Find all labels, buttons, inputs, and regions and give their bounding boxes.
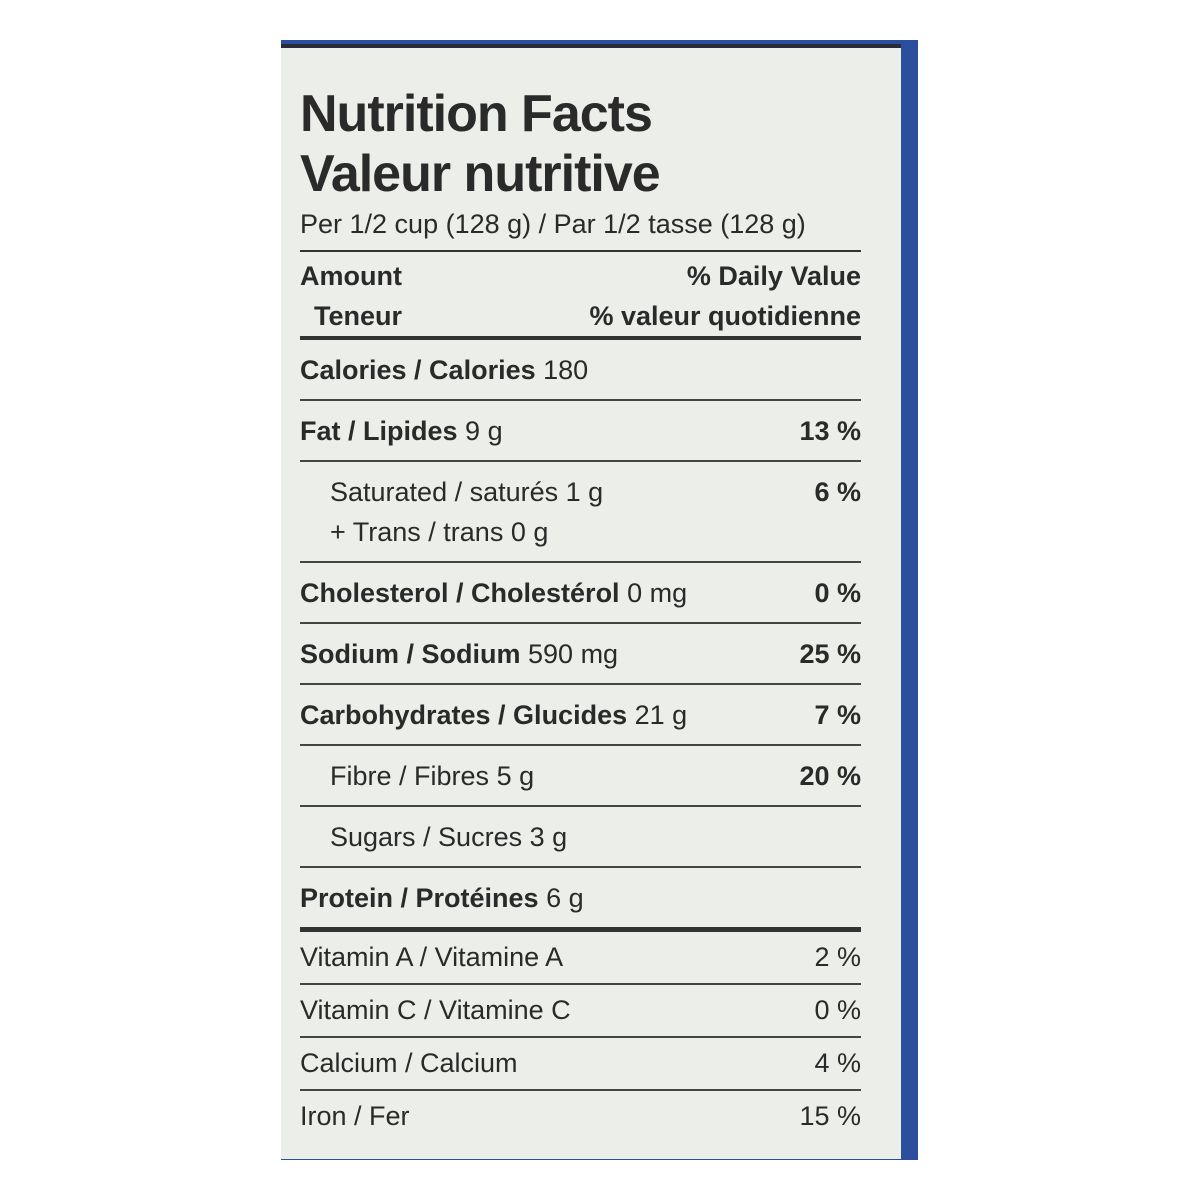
daily-value: 0 % — [814, 578, 861, 608]
row-line: + Trans / trans 0 g — [330, 512, 861, 552]
nutrient-amount: 590 mg — [528, 639, 619, 669]
vitamin-name: Iron / Fer — [300, 1101, 410, 1131]
row-left: Saturated / saturés 1 g — [330, 472, 603, 512]
amount-fr: Teneur — [313, 301, 402, 331]
nutrient-name: Saturated / saturés — [330, 477, 559, 507]
row-line: Cholesterol / Cholestérol 0 mg 0 % — [300, 573, 861, 613]
row: Fat / Lipides 9 g 13 % — [300, 401, 861, 462]
vitamin-name: Calcium / Calcium — [300, 1048, 518, 1078]
nutrient-amount: 6 g — [546, 883, 584, 913]
daily-value: 13 % — [799, 416, 861, 446]
daily-value: 6 % — [814, 477, 861, 507]
nutrient-name: Sodium / Sodium — [300, 639, 521, 669]
nutrient-amount: 0 g — [510, 517, 549, 547]
daily-value: 25 % — [799, 639, 861, 669]
row-line: Protein / Protéines 6 g — [300, 878, 861, 918]
nutrient-amount: 9 g — [465, 416, 503, 446]
daily-value: 20 % — [799, 761, 861, 791]
row-left: Sodium / Sodium 590 mg — [300, 634, 618, 674]
nutrient-name: Protein / Protéines — [300, 883, 539, 913]
rows: Calories / Calories 180 Fat / Lipides 9 g… — [300, 340, 861, 932]
daily-value: 7 % — [814, 700, 861, 730]
nutrient-amount: 21 g — [634, 700, 688, 730]
row-line: Calories / Calories 180 — [300, 350, 861, 390]
title-fr: Valeur nutritive — [300, 145, 661, 203]
vitamin-row: Iron / Fer 15 % — [300, 1091, 861, 1142]
row: Protein / Protéines 6 g — [300, 868, 861, 932]
row-left: Sugars / Sucres 3 g — [330, 817, 567, 857]
amount-header: Amount Teneur — [300, 256, 402, 336]
sub-row: Fibre / Fibres 5 g 20 % — [300, 746, 861, 807]
vitamin-dv: 2 % — [814, 942, 861, 972]
row-left: Carbohydrates / Glucides 21 g — [300, 695, 687, 735]
row-left: Protein / Protéines 6 g — [300, 878, 584, 918]
row-left: Fibre / Fibres 5 g — [330, 756, 534, 796]
nutrient-name: Fat / Lipides — [300, 416, 458, 446]
dv-header: % Daily Value % valeur quotidienne — [589, 256, 861, 336]
row-left: Cholesterol / Cholestérol 0 mg — [300, 573, 687, 613]
label-content: Nutrition Facts Valeur nutritive Per 1/2… — [300, 84, 861, 1142]
row-line: Sodium / Sodium 590 mg 25 % — [300, 634, 861, 674]
sub-row: Sugars / Sucres 3 g — [300, 807, 861, 868]
title: Nutrition Facts — [300, 85, 653, 143]
vitamin-name: Vitamin C / Vitamine C — [300, 995, 571, 1025]
row-left: Fat / Lipides 9 g — [300, 411, 503, 451]
nutrient-amount: 180 — [543, 355, 589, 385]
vitamin-row: Vitamin C / Vitamine C 0 % — [300, 985, 861, 1038]
vitamin-name: Vitamin A / Vitamine A — [300, 942, 564, 972]
nutrient-name: Cholesterol / Cholestérol — [300, 578, 620, 608]
nutrient-name: + Trans / trans — [330, 517, 504, 547]
nutrition-label: Nutrition Facts Valeur nutritive Per 1/2… — [281, 44, 901, 1159]
nutrient-name: Sugars / Sucres — [330, 822, 523, 852]
row-line: Saturated / saturés 1 g 6 % — [330, 472, 861, 512]
dv-en: % Daily Value — [686, 261, 861, 291]
vitamins: Vitamin A / Vitamine A 2 % Vitamin C / Vit… — [300, 932, 861, 1142]
serving: Per 1/2 cup (128 g) / Par 1/2 tasse (128… — [300, 204, 861, 252]
row-left: Calories / Calories 180 — [300, 350, 588, 390]
nutrient-name: Carbohydrates / Glucides — [300, 700, 628, 730]
row: Sodium / Sodium 590 mg 25 % — [300, 624, 861, 685]
row: Calories / Calories 180 — [300, 340, 861, 401]
vitamin-dv: 15 % — [799, 1101, 861, 1131]
vitamin-row: Vitamin A / Vitamine A 2 % — [300, 932, 861, 985]
vitamin-row: Calcium / Calcium 4 % — [300, 1038, 861, 1091]
row-line: Sugars / Sucres 3 g — [330, 817, 861, 857]
nutrient-name: Fibre / Fibres — [330, 761, 490, 791]
nutrient-amount: 1 g — [565, 477, 604, 507]
vitamin-dv: 4 % — [814, 1048, 861, 1078]
nutrient-amount: 0 mg — [627, 578, 688, 608]
row: Carbohydrates / Glucides 21 g 7 % — [300, 685, 861, 746]
dv-fr: % valeur quotidienne — [589, 301, 861, 331]
vitamin-dv: 0 % — [814, 995, 861, 1025]
row-line: Fibre / Fibres 5 g 20 % — [330, 756, 861, 796]
nutrient-amount: 3 g — [529, 822, 568, 852]
amount-en: Amount — [300, 261, 402, 291]
nutrient-amount: 5 g — [496, 761, 535, 791]
row-line: Carbohydrates / Glucides 21 g 7 % — [300, 695, 861, 735]
column-header: Amount Teneur % Daily Value % valeur quoti… — [300, 252, 861, 340]
row-left: + Trans / trans 0 g — [330, 512, 548, 552]
row-line: Fat / Lipides 9 g 13 % — [300, 411, 861, 451]
row: Cholesterol / Cholestérol 0 mg 0 % — [300, 563, 861, 624]
sub-row: Saturated / saturés 1 g 6 % + Trans / tran… — [300, 462, 861, 563]
nutrient-name: Calories / Calories — [300, 355, 536, 385]
